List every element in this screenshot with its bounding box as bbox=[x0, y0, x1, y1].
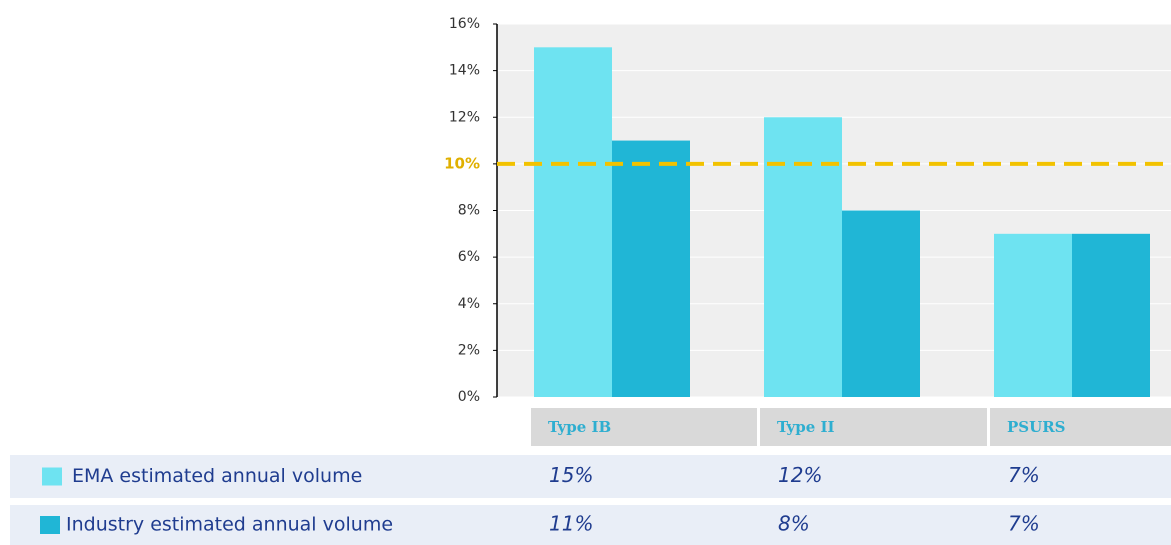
header-cell bbox=[531, 408, 757, 446]
data-label: 15% bbox=[549, 463, 593, 487]
data-label: 7% bbox=[1008, 463, 1040, 487]
header-cell bbox=[760, 408, 987, 446]
table-row bbox=[10, 455, 1171, 498]
bar bbox=[842, 210, 920, 397]
legend-swatch bbox=[42, 467, 62, 486]
header-cell bbox=[990, 408, 1171, 446]
x-tick-label: Type II bbox=[777, 418, 835, 436]
y-tick-label: 6% bbox=[458, 249, 480, 265]
y-tick-label: 16% bbox=[449, 16, 480, 32]
y-tick-label: 4% bbox=[458, 296, 480, 312]
data-label: 11% bbox=[549, 512, 593, 536]
data-label: 7% bbox=[1008, 512, 1040, 536]
y-tick-label: 0% bbox=[458, 389, 480, 405]
bar bbox=[994, 233, 1072, 397]
x-tick-label: PSURS bbox=[1007, 418, 1066, 436]
bar bbox=[612, 140, 690, 397]
legend-swatch bbox=[40, 516, 60, 534]
legend-label: EMA estimated annual volume bbox=[72, 465, 362, 487]
data-label: 12% bbox=[778, 463, 822, 487]
bar bbox=[764, 117, 842, 397]
bar bbox=[1072, 233, 1150, 397]
y-tick-label: 2% bbox=[458, 342, 480, 358]
y-tick-label: 8% bbox=[458, 203, 480, 219]
table-row bbox=[10, 505, 1171, 545]
data-label: 8% bbox=[778, 512, 810, 536]
x-tick-label: Type IB bbox=[548, 418, 611, 436]
bar bbox=[534, 47, 612, 397]
y-tick-label: 14% bbox=[449, 63, 480, 79]
legend-label: Industry estimated annual volume bbox=[66, 514, 393, 536]
y-tick-label: 12% bbox=[449, 109, 480, 125]
y-tick-label: 10% bbox=[444, 154, 480, 172]
